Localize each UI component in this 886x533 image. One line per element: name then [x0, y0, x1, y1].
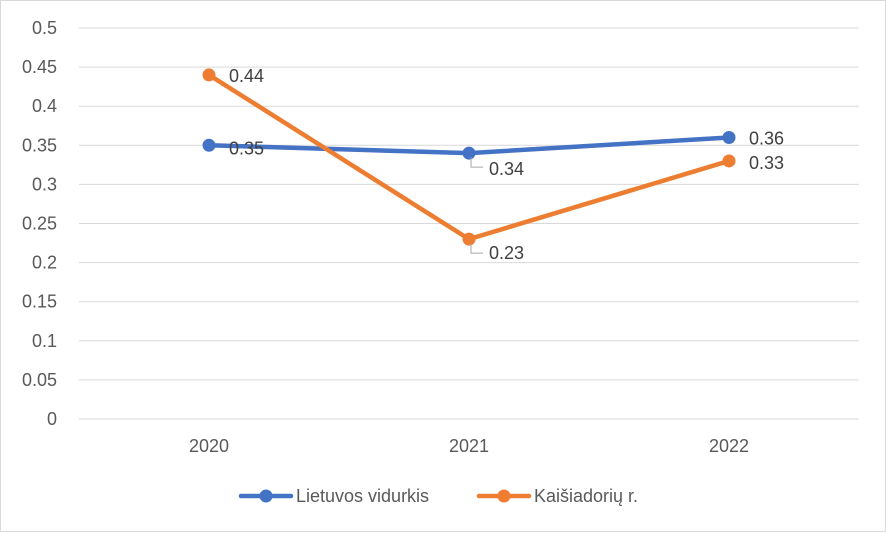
y-tick-label: 0.1 — [32, 331, 57, 351]
x-tick-label: 2022 — [709, 436, 749, 456]
label-leader-line — [470, 243, 483, 254]
y-tick-label: 0.15 — [22, 292, 57, 312]
label-leader-line — [470, 157, 483, 168]
y-tick-label: 0.25 — [22, 214, 57, 234]
y-tick-label: 0.2 — [32, 253, 57, 273]
legend-marker — [497, 489, 511, 503]
y-tick-label: 0.3 — [32, 174, 57, 194]
y-tick-label: 0.35 — [22, 135, 57, 155]
y-tick-label: 0.45 — [22, 57, 57, 77]
data-point — [722, 154, 736, 168]
data-point — [202, 138, 216, 152]
data-labels: 0.35 0.34 0.36 0.44 0.23 0.33 — [229, 66, 784, 263]
y-tick-label: 0 — [47, 409, 57, 429]
x-axis-ticks: 2020 2021 2022 — [189, 436, 749, 456]
y-axis-ticks: 0 0.05 0.1 0.15 0.2 0.25 0.3 0.35 0.4 0.45 0.5 — [22, 18, 57, 429]
data-label: 0.23 — [489, 243, 524, 263]
y-tick-label: 0.05 — [22, 370, 57, 390]
data-label: 0.35 — [229, 138, 264, 158]
legend-label: Lietuvos vidurkis — [296, 486, 429, 506]
y-tick-label: 0.4 — [32, 96, 57, 116]
series-layer — [202, 68, 736, 246]
y-tick-label: 0.5 — [32, 18, 57, 38]
gridlines — [79, 27, 859, 420]
legend: Lietuvos vidurkis Kaišiadorių r. — [238, 486, 638, 506]
data-label: 0.36 — [749, 128, 784, 148]
x-tick-label: 2020 — [189, 436, 229, 456]
legend-label: Kaišiadorių r. — [534, 486, 638, 506]
legend-marker — [259, 489, 273, 503]
data-point — [202, 68, 216, 82]
data-label: 0.34 — [489, 159, 524, 179]
data-label: 0.44 — [229, 66, 264, 86]
x-tick-label: 2021 — [449, 436, 489, 456]
data-point — [462, 232, 476, 246]
data-label: 0.33 — [749, 153, 784, 173]
data-point — [462, 146, 476, 160]
data-point — [722, 130, 736, 144]
